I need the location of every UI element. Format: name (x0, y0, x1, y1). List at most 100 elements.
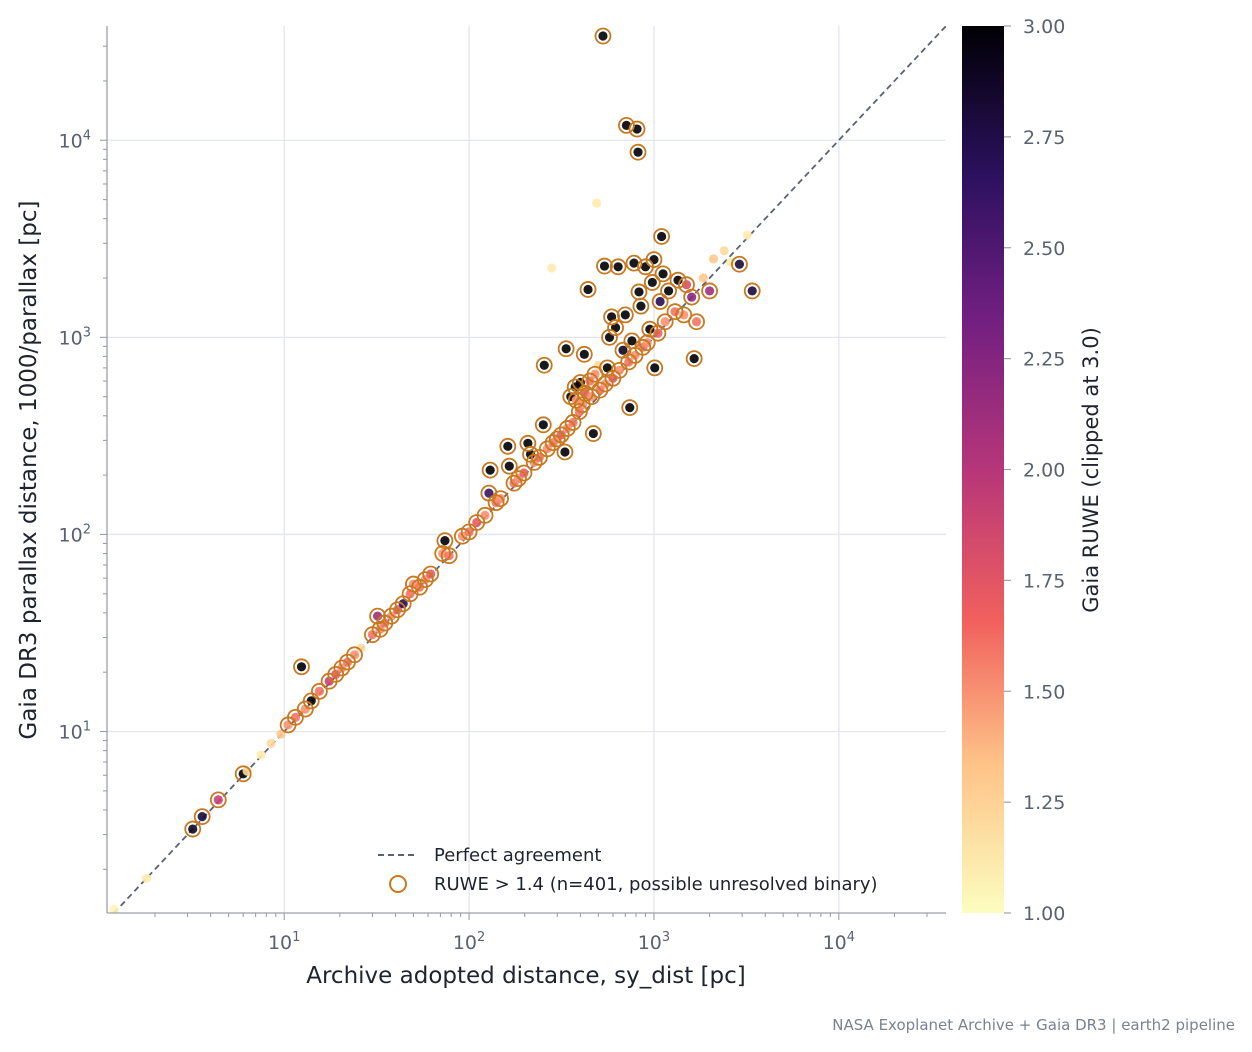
high-ruwe-ring-90 (610, 361, 628, 379)
axes (100, 26, 946, 920)
colorbar-tick-label-2: 1.50 (1023, 681, 1065, 703)
high-ruwe-ring-85 (601, 328, 618, 346)
high-ruwe-ring-27 (389, 601, 406, 619)
colorbar: 1.00 1.25 1.50 1.75 2.00 2.25 2.50 2.75 3.00 (962, 16, 1065, 925)
data-point-114 (660, 317, 670, 327)
legend-open-circle-swatch (389, 875, 407, 893)
data-point-96 (627, 336, 637, 346)
data-point-108 (649, 255, 659, 265)
high-ruwe-ring-118 (675, 306, 693, 324)
high-ruwe-ring-100 (629, 143, 647, 161)
data-point-26 (386, 611, 396, 621)
high-ruwe-ring-47 (505, 474, 523, 492)
high-ruwe-ring-2 (184, 820, 202, 838)
high-ruwe-ring-130 (743, 282, 761, 300)
legend-label-ruwe-binary: RUWE > 1.4 (n=401, possible unresolved b… (434, 874, 878, 895)
data-point-113 (658, 269, 668, 279)
data-point-21 (356, 643, 366, 653)
high-ruwe-ring-11 (287, 708, 304, 726)
data-point-46 (504, 461, 514, 471)
data-point-112 (657, 231, 667, 242)
data-point-56 (542, 444, 552, 454)
high-ruwe-ring-46 (500, 457, 518, 475)
high-ruwe-ring-36 (440, 547, 458, 565)
high-ruwe-ring-50 (519, 434, 537, 452)
data-point-62 (561, 344, 571, 354)
data-point-40 (480, 510, 490, 520)
high-ruwe-ring-59 (548, 430, 566, 448)
high-ruwe-ring-54 (534, 416, 552, 434)
high-ruwe-ring-12 (293, 658, 310, 676)
high-ruwe-ring-43 (487, 494, 505, 512)
high-ruwe-ring-103 (634, 338, 652, 356)
data-point-71 (579, 349, 589, 359)
high-ruwe-ring-82 (596, 257, 613, 275)
data-point-16 (324, 676, 334, 686)
high-ruwe-ring-61 (556, 443, 574, 461)
data-point-4 (213, 795, 223, 805)
legend-label-perfect-agreement: Perfect agreement (434, 845, 601, 866)
data-point-73 (583, 284, 593, 295)
data-point-41 (484, 488, 494, 498)
data-point-94 (624, 357, 634, 367)
colorbar-tick-label-0: 1.00 (1023, 903, 1065, 925)
high-ruwe-ring-40 (476, 506, 494, 524)
data-point-2 (188, 824, 198, 834)
x-tick-label-1: 102 (453, 930, 485, 954)
high-ruwe-ring-89 (609, 258, 627, 276)
data-point-120 (687, 292, 697, 302)
data-point-55 (539, 360, 549, 370)
data-point-119 (681, 280, 692, 290)
x-tick-labels: 101 102 103 104 (268, 930, 855, 954)
data-point-78 (592, 198, 602, 208)
data-point-118 (679, 310, 689, 320)
high-ruwe-ring-55 (535, 356, 553, 374)
high-ruwe-ring-111 (651, 293, 669, 310)
high-ruwe-ring-112 (653, 228, 671, 245)
high-ruwe-ring-14 (302, 692, 320, 710)
data-point-9 (276, 729, 286, 739)
data-point-54 (538, 420, 548, 430)
data-point-130 (747, 286, 757, 296)
high-ruwe-ring-97 (625, 254, 643, 272)
high-ruwe-ring-107 (643, 274, 661, 291)
high-ruwe-ring-121 (685, 350, 703, 368)
colorbar-tick-label-8: 3.00 (1023, 16, 1065, 38)
high-ruwe-ring-122 (688, 313, 705, 331)
high-ruwe-ring-33 (422, 565, 440, 583)
high-ruwe-ring-114 (656, 313, 674, 331)
data-point-122 (691, 317, 702, 327)
data-point-86 (606, 312, 617, 322)
y-tick-label-2: 103 (59, 325, 91, 349)
high-ruwe-ring-15 (311, 682, 328, 700)
high-ruwe-ring-48 (510, 470, 527, 488)
high-ruwe-ring-4 (209, 791, 227, 809)
data-point-115 (663, 286, 674, 296)
high-ruwe-ring-49 (515, 464, 533, 482)
data-point-61 (560, 447, 570, 457)
colorbar-tick-label-5: 2.25 (1023, 349, 1065, 371)
data-point-10 (283, 720, 293, 730)
data-point-124 (705, 286, 715, 296)
high-ruwe-ring-60 (552, 426, 570, 444)
data-point-8 (266, 738, 276, 749)
colorbar-tick-label-1: 1.25 (1023, 792, 1065, 814)
data-point-116 (670, 307, 680, 317)
data-point-107 (647, 277, 657, 288)
high-ruwe-ring-81 (594, 27, 612, 45)
high-ruwe-ring-35 (436, 532, 454, 550)
data-point-12 (296, 662, 307, 672)
high-ruwe-ring-88 (607, 319, 624, 337)
high-ruwe-ring-42 (481, 461, 499, 479)
high-ruwe-ring-113 (654, 265, 672, 283)
high-ruwe-ring-5 (234, 765, 252, 783)
colorbar-tick-label-6: 2.50 (1023, 238, 1065, 260)
data-point-121 (689, 354, 699, 364)
high-ruwe-ring-105 (638, 334, 656, 352)
data-point-102 (636, 301, 646, 311)
data-point-15 (314, 686, 325, 696)
data-point-7 (256, 750, 266, 760)
data-point-97 (629, 258, 639, 268)
x-tick-label-0: 101 (268, 930, 300, 954)
data-point-95 (625, 403, 635, 413)
